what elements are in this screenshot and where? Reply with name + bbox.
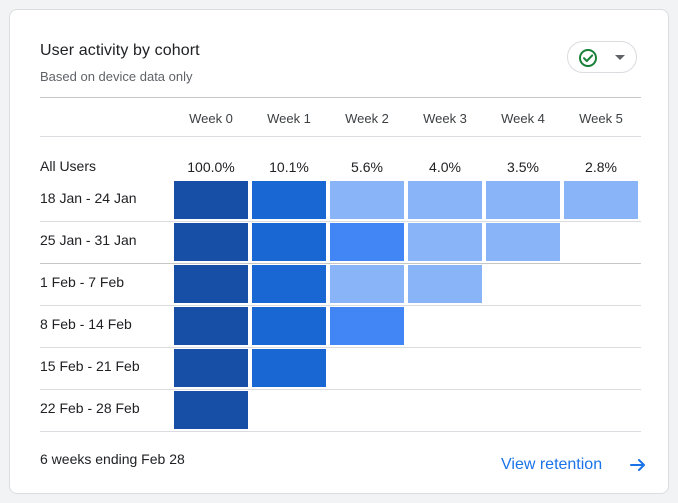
heatmap-cell[interactable] xyxy=(564,181,638,219)
heatmap-cell[interactable] xyxy=(252,349,326,387)
heatmap-cell[interactable] xyxy=(252,181,326,219)
heatmap-cell[interactable] xyxy=(174,265,248,303)
card-title: User activity by cohort xyxy=(40,42,200,59)
heatmap-cell[interactable] xyxy=(408,265,482,303)
heatmap-cell[interactable] xyxy=(174,223,248,261)
status-dropdown[interactable] xyxy=(567,41,637,73)
heatmap-cell[interactable] xyxy=(486,181,560,219)
heatmap-cell[interactable] xyxy=(252,223,326,261)
all-users-value: 3.5% xyxy=(507,159,539,175)
cohort-row-label: 15 Feb - 21 Feb xyxy=(40,358,140,374)
cohort-row-label: 22 Feb - 28 Feb xyxy=(40,400,140,416)
date-range-text: 6 weeks ending Feb 28 xyxy=(40,451,185,467)
cohort-card: User activity by cohort Based on device … xyxy=(9,9,669,494)
column-header-week-4: Week 4 xyxy=(501,111,545,126)
column-header-week-0: Week 0 xyxy=(189,111,233,126)
dropdown-arrow-icon xyxy=(615,55,625,60)
all-users-value: 10.1% xyxy=(269,159,309,175)
arrow-right-icon[interactable] xyxy=(628,455,648,475)
heatmap-cell[interactable] xyxy=(330,181,404,219)
heatmap-cell[interactable] xyxy=(252,265,326,303)
all-users-value: 5.6% xyxy=(351,159,383,175)
view-retention-link[interactable]: View retention xyxy=(501,456,603,473)
column-header-week-1: Week 1 xyxy=(267,111,311,126)
divider xyxy=(40,136,641,137)
heatmap-cell[interactable] xyxy=(408,181,482,219)
heatmap-cell[interactable] xyxy=(174,391,248,429)
all-users-value: 100.0% xyxy=(187,159,235,175)
divider xyxy=(40,97,641,98)
row-divider xyxy=(40,431,641,432)
heatmap-cell[interactable] xyxy=(330,307,404,345)
cohort-row-label: 18 Jan - 24 Jan xyxy=(40,190,137,206)
heatmap-cell[interactable] xyxy=(252,307,326,345)
row-divider xyxy=(40,347,641,348)
row-divider xyxy=(40,389,641,390)
column-header-week-5: Week 5 xyxy=(579,111,623,126)
heatmap-cell[interactable] xyxy=(330,223,404,261)
column-header-week-2: Week 2 xyxy=(345,111,389,126)
row-divider xyxy=(40,221,641,222)
all-users-value: 2.8% xyxy=(585,159,617,175)
heatmap-cell[interactable] xyxy=(486,223,560,261)
cohort-row-label: 8 Feb - 14 Feb xyxy=(40,316,132,332)
row-divider xyxy=(40,305,641,306)
heatmap-cell[interactable] xyxy=(174,181,248,219)
row-divider xyxy=(40,263,641,264)
check-circle-icon xyxy=(579,49,597,67)
cohort-row-label: 25 Jan - 31 Jan xyxy=(40,232,137,248)
all-users-label: All Users xyxy=(40,158,97,174)
heatmap-cell[interactable] xyxy=(174,307,248,345)
column-header-week-3: Week 3 xyxy=(423,111,467,126)
heatmap-cell[interactable] xyxy=(174,349,248,387)
card-subtitle: Based on device data only xyxy=(40,69,193,84)
all-users-value: 4.0% xyxy=(429,159,461,175)
heatmap-cell[interactable] xyxy=(408,223,482,261)
cohort-row-label: 1 Feb - 7 Feb xyxy=(40,274,125,290)
heatmap-cell[interactable] xyxy=(330,265,404,303)
